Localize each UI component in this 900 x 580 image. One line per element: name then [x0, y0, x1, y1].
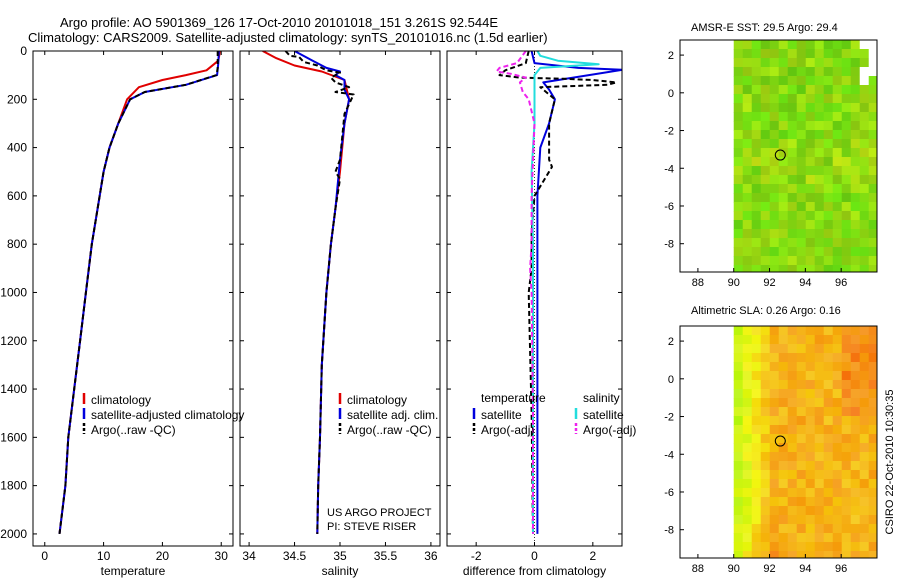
legend-entry: climatology — [347, 393, 407, 407]
series-line-salinity-0 — [262, 51, 351, 534]
map-y-tick-label: -4 — [664, 449, 674, 461]
legend-entry: Argo(..raw -QC) — [347, 423, 432, 437]
map-x-tick-label: 92 — [763, 277, 775, 289]
map-x-tick-label: 88 — [692, 563, 704, 575]
y-tick-label: 800 — [7, 237, 27, 251]
map-y-tick-label: -8 — [664, 525, 674, 537]
y-tick-label: 200 — [7, 92, 27, 106]
x-tick-label: 0 — [531, 549, 538, 563]
x-tick-label: -2 — [471, 549, 482, 563]
map-y-tick-label: 0 — [668, 374, 674, 386]
sst-map-field — [733, 40, 877, 272]
x-tick-label: 34 — [242, 549, 256, 563]
series-line-salinity-1 — [294, 51, 351, 534]
plot-frame — [239, 50, 441, 547]
y-tick-label: 1200 — [0, 334, 27, 348]
map-x-tick-label: 94 — [799, 563, 811, 575]
map-frame — [679, 39, 878, 273]
timestamp: CSIRO 22-Oct-2010 10:30:35 — [884, 390, 896, 535]
map-y-tick-label: -4 — [664, 163, 674, 175]
y-tick-label: 600 — [7, 189, 27, 203]
sst-map-title: AMSR-E SST: 29.5 Argo: 29.4 — [691, 22, 838, 34]
y-tick-label: 1600 — [0, 430, 27, 444]
credit-line-2: PI: STEVE RISER — [327, 521, 416, 533]
map-y-tick-label: 2 — [668, 50, 674, 62]
legend-entry: Argo(-adj) — [481, 423, 534, 437]
series-line-temperature-1 — [58, 51, 220, 535]
map-y-tick-label: -6 — [664, 201, 674, 213]
profile-location-marker — [774, 149, 786, 161]
legend-entry: satellite — [583, 408, 624, 422]
x-tick-label: 10 — [97, 549, 111, 563]
map-y-tick-label: -2 — [664, 412, 674, 424]
legend-entry: satellite — [481, 408, 522, 422]
x-tick-label: 2 — [589, 549, 596, 563]
series-line-difference-0 — [530, 51, 622, 534]
map-y-tick-label: 2 — [668, 336, 674, 348]
x-tick-label: 36 — [424, 549, 438, 563]
x-tick-label: 35.5 — [374, 549, 398, 563]
x-axis-label: difference from climatology — [463, 564, 606, 578]
map-y-tick-label: -6 — [664, 487, 674, 499]
legend-entry: satellite adj. clim. — [347, 408, 438, 422]
map-x-tick-label: 90 — [728, 563, 740, 575]
x-axis-label: temperature — [101, 564, 166, 578]
series-line-temperature-0 — [58, 51, 222, 535]
map-x-tick-label: 94 — [799, 277, 811, 289]
profile-location-marker — [774, 435, 786, 447]
x-axis-label: salinity — [322, 564, 359, 578]
y-tick-label: 1000 — [0, 285, 27, 299]
figure-title: Argo profile: AO 5901369_126 17-Oct-2010… — [60, 15, 499, 30]
map-x-tick-label: 88 — [692, 277, 704, 289]
legend-entry: satellite-adjusted climatology — [91, 408, 244, 422]
map-y-tick-label: -8 — [664, 239, 674, 251]
figure-subtitle: Climatology: CARS2009. Satellite-adjuste… — [28, 30, 548, 45]
x-tick-label: 34.5 — [283, 549, 307, 563]
legend-entry: climatology — [91, 393, 151, 407]
x-tick-label: 30 — [215, 549, 229, 563]
x-tick-label: 0 — [41, 549, 48, 563]
map-frame — [679, 325, 878, 559]
map-y-tick-label: -2 — [664, 126, 674, 138]
map-y-tick-label: 0 — [668, 88, 674, 100]
sla-map-field — [733, 326, 877, 558]
map-x-tick-label: 96 — [835, 277, 847, 289]
series-line-difference-2 — [530, 51, 600, 534]
credit-line-1: US ARGO PROJECT — [327, 507, 432, 519]
temperature-panel: 0 10 20 30 temperature 0 200 400 600 800 1000 1200 1… — [0, 44, 244, 578]
sla-map-title: Altimetric SLA: 0.26 Argo: 0.16 — [691, 305, 841, 317]
plot-frame — [32, 50, 234, 547]
map-x-tick-label: 92 — [763, 563, 775, 575]
series-line-temperature-2 — [58, 51, 219, 535]
legend-entry: Argo(-adj) — [583, 423, 636, 437]
y-tick-label: 1400 — [0, 382, 27, 396]
x-tick-label: 20 — [156, 549, 170, 563]
map-x-tick-label: 96 — [835, 563, 847, 575]
y-tick-label: 400 — [7, 141, 27, 155]
legend-entry: Argo(..raw -QC) — [91, 423, 176, 437]
salinity-panel: 34 34.5 35 35.5 36 salinity climatologysatelli… — [239, 50, 441, 578]
x-tick-label: 35 — [333, 549, 347, 563]
series-line-difference-3 — [495, 51, 536, 534]
y-tick-label: 1800 — [0, 479, 27, 493]
series-line-difference-1 — [498, 51, 618, 534]
sst-map-panel: 88 90 92 94 96 2 0 -2 -4 -6 -8 — [664, 39, 878, 289]
y-tick-label: 2000 — [0, 527, 27, 541]
map-x-tick-label: 90 — [728, 277, 740, 289]
legend-header-salinity: salinity — [583, 391, 620, 405]
y-tick-label: 0 — [20, 44, 27, 58]
sla-map-panel: 88 90 92 94 96 2 0 -2 -4 -6 -8 — [664, 325, 878, 575]
legend-header-temperature: temperature — [481, 391, 546, 405]
series-line-salinity-2 — [284, 51, 355, 534]
